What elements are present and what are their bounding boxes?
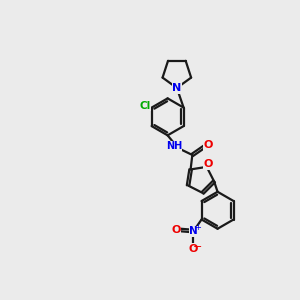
Text: O: O [171,225,181,235]
Text: O: O [189,244,198,254]
Text: Cl: Cl [139,101,151,111]
Text: +: + [194,223,201,232]
Text: N: N [172,83,182,93]
Text: O: O [203,140,212,150]
Text: −: − [193,242,202,252]
Text: O: O [203,159,212,169]
Text: NH: NH [166,141,182,151]
Text: N: N [189,226,198,236]
